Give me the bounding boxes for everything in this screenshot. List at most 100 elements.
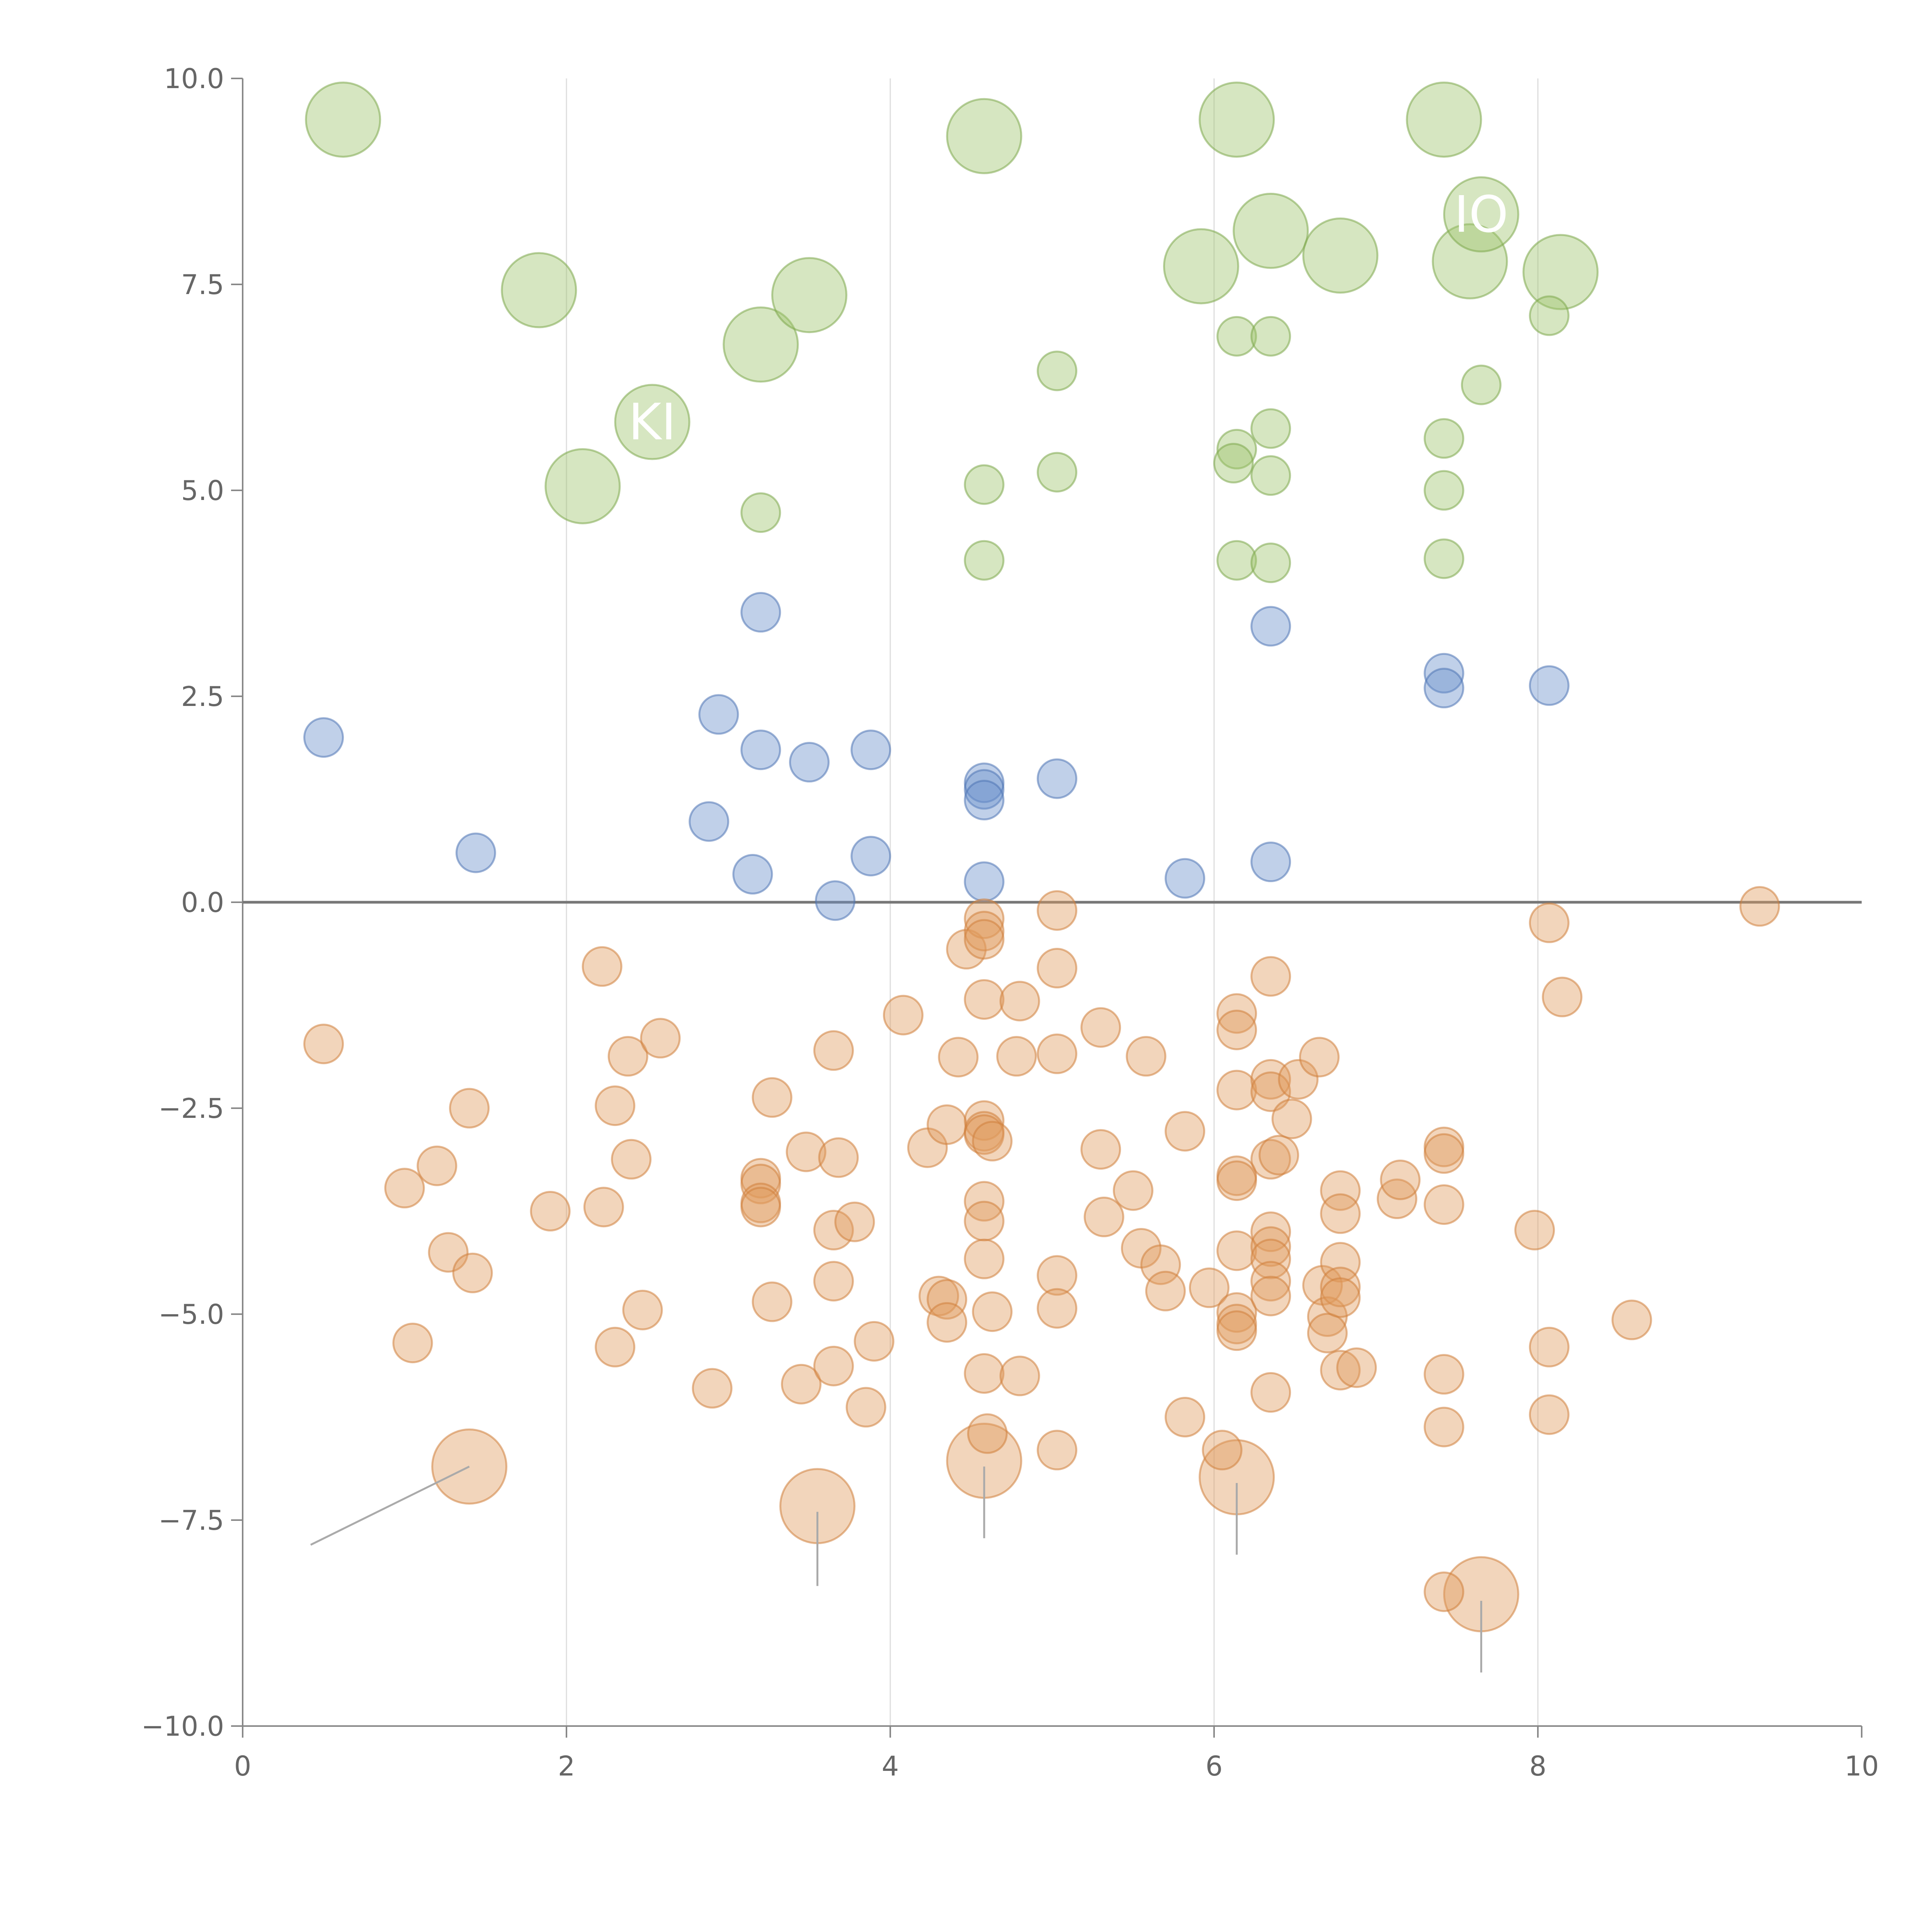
green-bubble [723,306,799,383]
orange-bubble [1216,1009,1257,1050]
green-bubble [1522,234,1599,310]
orange-bubble [1299,1037,1340,1078]
orange-bubble [927,1302,968,1343]
orange-bubble [1083,1196,1124,1237]
orange-bubble [964,979,1005,1020]
orange-bubble [452,1252,493,1293]
callout-line [310,1466,470,1546]
orange-bubble [595,1327,636,1367]
orange-bubble [428,1232,469,1273]
orange-bubble [1423,1571,1464,1612]
blue-bubble [964,780,1005,821]
blue-bubble [303,717,344,758]
y-tick-label: 7.5 [181,269,224,301]
green-bubble [1250,543,1291,583]
orange-bubble [1126,1036,1167,1077]
green-bubble [1216,540,1257,581]
orange-bubble [813,1210,854,1251]
orange-bubble [392,1323,433,1364]
orange-bubble [1529,1327,1570,1367]
orange-bubble [1423,1133,1464,1174]
orange-bubble [813,1261,854,1302]
green-bubble [1037,350,1078,391]
y-tick-label: −10.0 [141,1711,224,1742]
orange-bubble [417,1145,457,1186]
green-bubble [771,257,847,333]
orange-bubble [964,1201,1005,1242]
y-tick-label: 10.0 [164,63,224,95]
orange-bubble [1216,1160,1257,1201]
orange-bubble [1189,1267,1230,1308]
blue-bubble [850,836,891,877]
green-bubble [964,464,1005,505]
green-bubble [1213,443,1254,484]
orange-bubble [1278,1059,1319,1100]
orange-bubble [1320,1277,1361,1318]
orange-bubble [964,911,1005,952]
blue-bubble [815,880,856,921]
orange-bubble [1259,1135,1299,1176]
green-bubble [1529,295,1570,336]
orange-bubble [1145,1270,1186,1311]
green-bubble [305,82,381,158]
green-bubble [501,252,577,328]
y-tick-label: −2.5 [158,1093,224,1124]
orange-bubble [964,1238,1005,1279]
orange-bubble [1216,1292,1257,1333]
callout-lines [310,1466,1482,1673]
green-bubble [1432,223,1508,299]
orange-bubble [1216,993,1257,1034]
blue-bubble [740,592,781,633]
orange-bubble [927,1279,968,1320]
orange-bubble [1611,1299,1652,1340]
orange-bubble [1250,1372,1291,1413]
y-tick-label: 0.0 [181,887,224,918]
blue-bubble [1165,858,1206,899]
orange-bubble [964,898,1005,939]
orange-bubble [622,1289,663,1330]
orange-bubble [1320,1350,1361,1391]
green-bubble [1250,455,1291,496]
green-bubble [1216,429,1257,469]
orange-bubble [1113,1170,1153,1211]
y-tick-label: −5.0 [158,1299,224,1330]
orange-bubble [692,1368,733,1409]
orange-bubble [999,1355,1040,1396]
green-bubble [1423,538,1464,579]
orange-bubble [1271,1099,1312,1139]
green-bubble [544,448,621,524]
green-bubble [1443,176,1519,253]
green-bubble [1163,228,1239,304]
green-bubble [1423,418,1464,459]
blue-bubble [850,730,891,770]
blue-bubble [1529,665,1570,706]
orange-bubble [1250,1261,1291,1302]
orange-bubble [1216,1070,1257,1111]
green-bubble [964,540,1005,581]
orange-bubble [1165,1111,1206,1152]
blue-bubble [1423,668,1464,709]
orange-bubble [967,1413,1008,1454]
orange-bubble [1250,1276,1291,1316]
orange-bubble [595,1085,636,1126]
orange-bubble [781,1364,822,1405]
point-labels: KI IO [628,185,1508,451]
orange-bubble [1037,1255,1078,1296]
orange-bubble [1250,1238,1291,1279]
orange-bubble [611,1139,652,1180]
orange-bubble [583,1187,624,1228]
orange-bubble [1320,1267,1361,1308]
orange-bubble [1037,1033,1078,1074]
x-tick-label: 6 [1206,1750,1223,1782]
orange-bubble [964,919,1005,960]
data-points [303,82,1780,1633]
orange-bubble [1037,1288,1078,1329]
orange-bubble [845,1387,886,1428]
x-tick-label: 0 [234,1750,252,1782]
orange-bubble [1165,1397,1206,1437]
orange-bubble [1080,1007,1121,1048]
blue-bubble [732,854,773,895]
green-bubble [614,384,690,460]
